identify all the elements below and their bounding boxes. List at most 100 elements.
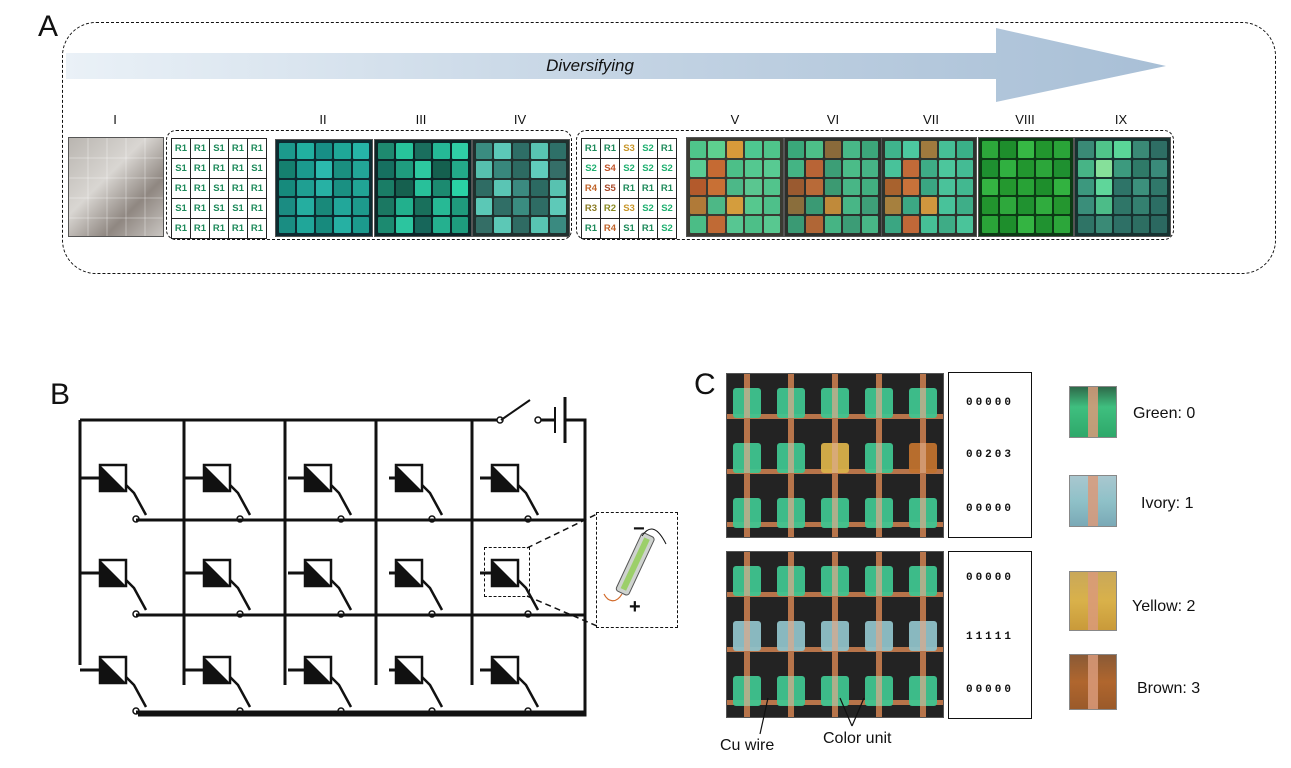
photo-tile (921, 178, 937, 196)
group-v-ix-outline (576, 130, 1174, 240)
photo-tile (414, 198, 432, 215)
photo-tile (1078, 141, 1095, 158)
legend-label-ivory: Ivory: 1 (1141, 495, 1194, 512)
photo-tile (352, 143, 369, 160)
photo-tile (690, 197, 707, 215)
photo-stage-vii (881, 137, 977, 237)
legend-label-yellow: Yellow: 2 (1132, 598, 1196, 615)
grid-cell: R1 (638, 218, 658, 239)
photo-tile (352, 216, 369, 233)
grid-cell: R4 (600, 218, 620, 239)
display-cell (80, 463, 148, 523)
photo-tile (861, 141, 878, 158)
photo-tile (1114, 216, 1131, 233)
photo-tile (763, 141, 780, 158)
photo-tile (806, 159, 823, 177)
photo-tile (1096, 197, 1113, 215)
photo-tile (861, 159, 878, 177)
grid-cell: R2 (600, 198, 620, 219)
photo-tile (476, 161, 493, 178)
photo-tile (549, 179, 566, 197)
photo-tile (297, 198, 314, 215)
display-cell (480, 655, 540, 715)
photo-tile (352, 179, 369, 197)
photo-tile (1018, 159, 1034, 177)
photo-tile (476, 198, 493, 215)
photo-tile (1054, 178, 1070, 196)
photo-tile (806, 216, 823, 233)
photo-tile (788, 141, 805, 158)
legend-label-brown: Brown: 3 (1137, 680, 1201, 697)
photo-tile (1054, 159, 1070, 177)
photo-tile (549, 198, 566, 215)
circuit-diagram (78, 397, 587, 717)
photo-tile (451, 216, 468, 233)
photo-tile (903, 197, 919, 215)
photo-tile (512, 179, 530, 197)
grid-cell: S2 (638, 198, 658, 219)
photo-tile (297, 179, 314, 197)
code-top-row-3: 00000 (965, 503, 1014, 515)
grid-cell: R1 (581, 218, 601, 239)
photo-tile (745, 178, 762, 196)
photo-tile (982, 159, 998, 177)
grid-cell: S1 (209, 198, 229, 219)
photo-tile (1018, 197, 1034, 215)
photo-tile (843, 197, 860, 215)
legend-swatch-ivory (1069, 475, 1117, 527)
photo-tile (433, 179, 450, 197)
photo-tile (549, 216, 566, 233)
photo-tile (494, 198, 511, 215)
photo-tile (1132, 159, 1149, 177)
photo-tile (1000, 141, 1016, 158)
grid-cell: R1 (657, 138, 677, 159)
photo-tile (531, 216, 548, 233)
stage-label-iii: III (415, 112, 427, 127)
grid-cell: R1 (171, 178, 191, 199)
grid-cell: S1 (209, 178, 229, 199)
photo-tile (1000, 216, 1016, 233)
arrow-label: Diversifying (546, 56, 634, 75)
photo-tile (433, 216, 450, 233)
device-photo-top (726, 373, 944, 538)
photo-tile (806, 141, 823, 158)
photo-tile (279, 161, 296, 178)
photo-tile (763, 159, 780, 177)
display-cell (288, 655, 353, 715)
photo-tile (708, 216, 725, 233)
photo-stage-i (68, 137, 164, 237)
grid-cell: R1 (171, 138, 191, 159)
photo-tile (378, 198, 395, 215)
grid-cell: S1 (209, 138, 229, 159)
photo-tile (297, 161, 314, 178)
zoom-source-box (484, 547, 530, 597)
code-box-top: 00000 00203 00000 (948, 372, 1032, 538)
photo-tile (315, 216, 333, 233)
photo-tile (414, 143, 432, 160)
diversifying-arrow (66, 28, 1166, 102)
photo-tile (726, 178, 744, 196)
photo-tile (476, 179, 493, 197)
grid-cell: R1 (209, 218, 229, 239)
photo-tile (843, 159, 860, 177)
photo-tile (763, 216, 780, 233)
photo-tile (1114, 178, 1131, 196)
display-cell (184, 463, 252, 523)
grid-cell: S2 (638, 158, 658, 179)
photo-tile (921, 141, 937, 158)
photo-tile (1114, 159, 1131, 177)
grid-cell: R1 (619, 178, 639, 199)
photo-tile (396, 143, 413, 160)
photo-tile (1078, 197, 1095, 215)
photo-tile (1150, 197, 1167, 215)
cu-wire-label: Cu wire (720, 737, 775, 754)
photo-tile (451, 143, 468, 160)
photo-tile (982, 178, 998, 196)
grid-cell: R1 (247, 218, 267, 239)
photo-tile (745, 216, 762, 233)
grid-cell: R3 (581, 198, 601, 219)
photo-tile (1150, 159, 1167, 177)
grid-cell: S3 (619, 198, 639, 219)
grid-cell: S2 (581, 158, 601, 179)
grid-cell: R1 (581, 138, 601, 159)
